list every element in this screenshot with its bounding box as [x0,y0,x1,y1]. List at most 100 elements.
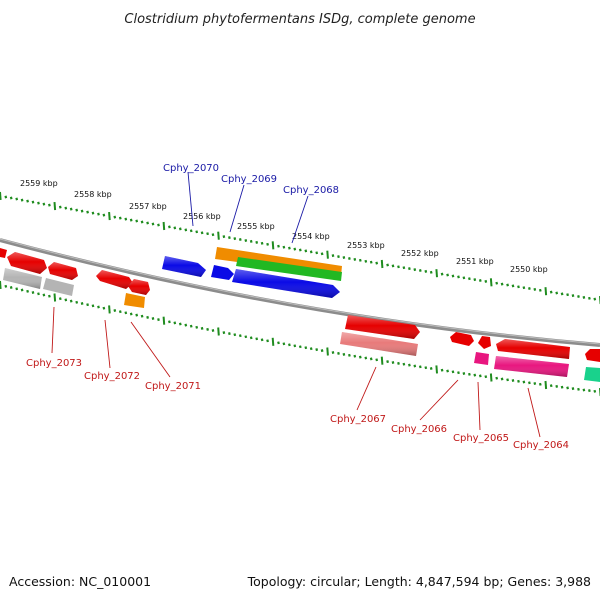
minor-tick [386,360,389,364]
genome-backbone [0,238,600,347]
minor-tick [15,197,19,201]
gene-feature[interactable] [474,352,489,365]
gene-label[interactable]: Cphy_2064 [513,440,569,451]
minor-tick [375,261,379,265]
gene-label[interactable]: Cphy_2065 [453,433,509,444]
scale-label: 2553 kbp [347,241,385,250]
minor-tick [135,313,139,317]
gene-label[interactable]: Cphy_2066 [391,424,447,435]
minor-tick [129,218,133,222]
minor-tick [9,196,13,200]
minor-tick [342,352,346,356]
minor-tick [113,215,117,219]
minor-tick [26,289,29,293]
minor-tick [37,292,40,296]
minor-tick [577,387,580,391]
scale-label: 2554 kbp [292,232,330,241]
minor-tick [298,345,302,349]
minor-tick [555,384,559,388]
minor-tick [429,367,433,370]
minor-tick [26,199,29,203]
minor-tick [260,241,264,245]
minor-tick [418,269,422,272]
gene-feature[interactable] [236,257,342,281]
minor-tick [440,368,444,372]
gene-feature[interactable] [0,248,7,258]
gene-feature[interactable] [478,336,491,349]
minor-tick [20,198,24,202]
minor-tick [582,295,586,299]
minor-tick [309,250,313,254]
minor-tick [91,304,95,308]
minor-tick [102,306,106,310]
minor-tick [184,228,188,232]
major-tick [53,202,57,211]
major-tick [326,347,329,356]
minor-tick [195,230,199,234]
minor-tick [211,329,215,332]
minor-tick [211,233,215,237]
gene-leader-lines [51,171,541,438]
minor-tick [408,267,411,271]
gene-label[interactable]: Cphy_2070 [163,163,219,174]
gene-feature[interactable] [211,265,234,280]
minor-tick [129,312,133,316]
minor-tick [293,247,297,251]
minor-tick [517,379,520,383]
gene-label[interactable]: Cphy_2068 [283,185,339,196]
minor-tick [244,335,248,339]
minor-tick [538,382,542,386]
minor-tick [178,227,182,231]
major-tick [544,287,548,296]
scale-label: 2559 kbp [20,179,58,188]
minor-tick [184,323,188,327]
minor-tick [233,333,237,337]
major-tick [271,241,275,250]
minor-tick [31,291,35,294]
minor-tick [282,245,286,249]
minor-tick [397,361,400,365]
gene-label[interactable]: Cphy_2072 [84,371,140,382]
gene-feature[interactable] [43,278,74,296]
minor-tick [582,388,586,392]
minor-tick [560,292,564,296]
gene-label[interactable]: Cphy_2069 [221,174,277,185]
minor-tick [238,334,242,338]
genome-summary-text: Topology: circular; Length: 4,847,594 bp… [247,574,591,589]
minor-tick [533,382,537,385]
minor-tick [462,372,466,375]
scale-label: 2550 kbp [510,265,548,274]
minor-tick [97,212,100,216]
gene-feature[interactable] [585,349,600,362]
minor-tick [495,376,499,380]
minor-tick [288,343,291,347]
minor-tick [364,259,368,263]
minor-tick [118,310,122,314]
gene-label[interactable]: Cphy_2073 [26,358,82,369]
gene-label[interactable]: Cphy_2071 [145,381,201,392]
major-tick [380,356,384,365]
minor-tick [228,332,231,336]
map-title: Clostridium phytofermentans ISDg, comple… [124,12,475,27]
scale-label: 2551 kbp [456,257,494,266]
minor-tick [168,225,171,229]
minor-tick [468,372,471,376]
minor-tick [348,257,351,260]
minor-tick [9,286,13,289]
minor-tick [588,296,591,300]
minor-tick [315,251,319,255]
minor-tick [249,336,253,340]
gene-feature[interactable] [450,332,474,346]
minor-tick [42,202,46,206]
minor-tick [566,386,569,390]
minor-tick [484,375,488,379]
gene-label[interactable]: Cphy_2067 [330,414,386,425]
minor-tick [506,378,509,382]
minor-tick [75,300,79,304]
minor-tick [86,210,89,214]
gene-feature[interactable] [584,367,600,382]
minor-tick [118,216,122,220]
minor-tick [320,252,324,256]
gene-feature[interactable] [124,293,145,308]
minor-tick [500,282,504,286]
